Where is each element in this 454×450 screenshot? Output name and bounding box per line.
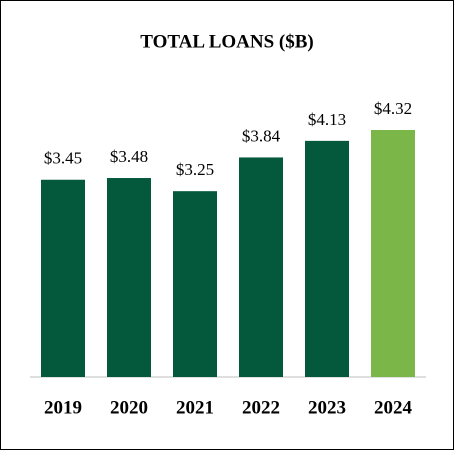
value-label: $4.32 [374, 99, 412, 118]
value-label: $3.48 [110, 147, 148, 166]
bar [107, 178, 151, 377]
value-label: $3.84 [242, 126, 281, 145]
bar [173, 191, 217, 377]
value-label: $4.13 [308, 110, 346, 129]
value-label: $3.25 [176, 160, 214, 179]
bar [305, 140, 349, 377]
bar [239, 157, 283, 377]
x-tick-label: 2024 [374, 397, 413, 418]
x-tick-label: 2022 [242, 397, 280, 418]
x-tick-label: 2020 [110, 397, 148, 418]
x-tick-label: 2021 [176, 397, 214, 418]
value-label: $3.45 [44, 149, 82, 168]
bar [371, 130, 415, 377]
x-tick-label: 2023 [308, 397, 346, 418]
chart-title: TOTAL LOANS ($B) [140, 31, 314, 52]
bar [41, 179, 85, 377]
x-tick-label: 2019 [44, 397, 82, 418]
